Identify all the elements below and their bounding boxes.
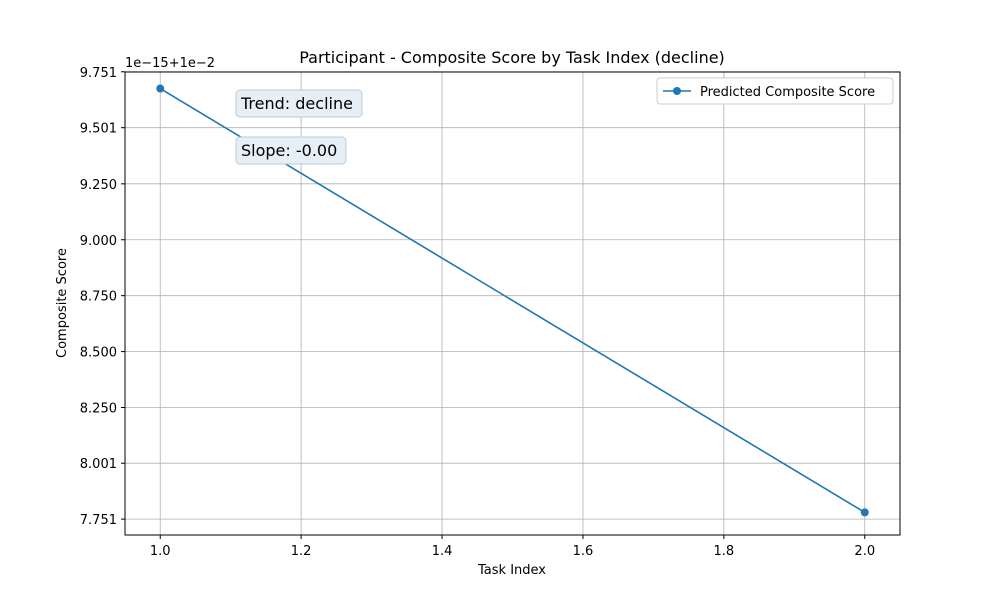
y-tick-label: 8.750 [80, 290, 117, 305]
data-point [156, 85, 164, 93]
y-tick-label: 9.250 [80, 178, 117, 193]
legend-entry-label: Predicted Composite Score [700, 85, 875, 100]
y-tick-label: 8.001 [80, 457, 117, 472]
y-tick-label: 8.500 [80, 346, 117, 361]
annotation-trend: Trend: decline [236, 90, 362, 117]
x-tick-label: 1.6 [573, 544, 594, 559]
y-tick-label: 9.501 [80, 122, 117, 137]
y-axis-offset-text: 1e−15+1e−2 [125, 56, 215, 71]
y-tick-label: 7.751 [80, 513, 117, 528]
data-point [861, 508, 869, 516]
annotation-trend-text: Trend: decline [240, 94, 353, 113]
annotation-slope: Slope: -0.00 [236, 137, 346, 164]
y-tick-label: 9.000 [80, 234, 117, 249]
x-tick-label: 1.4 [432, 544, 453, 559]
x-axis-label: Task Index [477, 563, 546, 578]
legend: Predicted Composite Score [657, 78, 893, 104]
y-tick-label: 8.250 [80, 402, 117, 417]
y-axis-label: Composite Score [55, 248, 70, 358]
annotation-slope-text: Slope: -0.00 [241, 141, 337, 160]
y-tick-label: 9.751 [80, 66, 117, 81]
x-tick-label: 2.0 [854, 544, 875, 559]
x-tick-label: 1.2 [291, 544, 312, 559]
legend-point-marker [673, 87, 681, 95]
x-tick-label: 1.8 [714, 544, 735, 559]
chart-title: Participant - Composite Score by Task In… [299, 48, 725, 67]
x-tick-label: 1.0 [150, 544, 171, 559]
